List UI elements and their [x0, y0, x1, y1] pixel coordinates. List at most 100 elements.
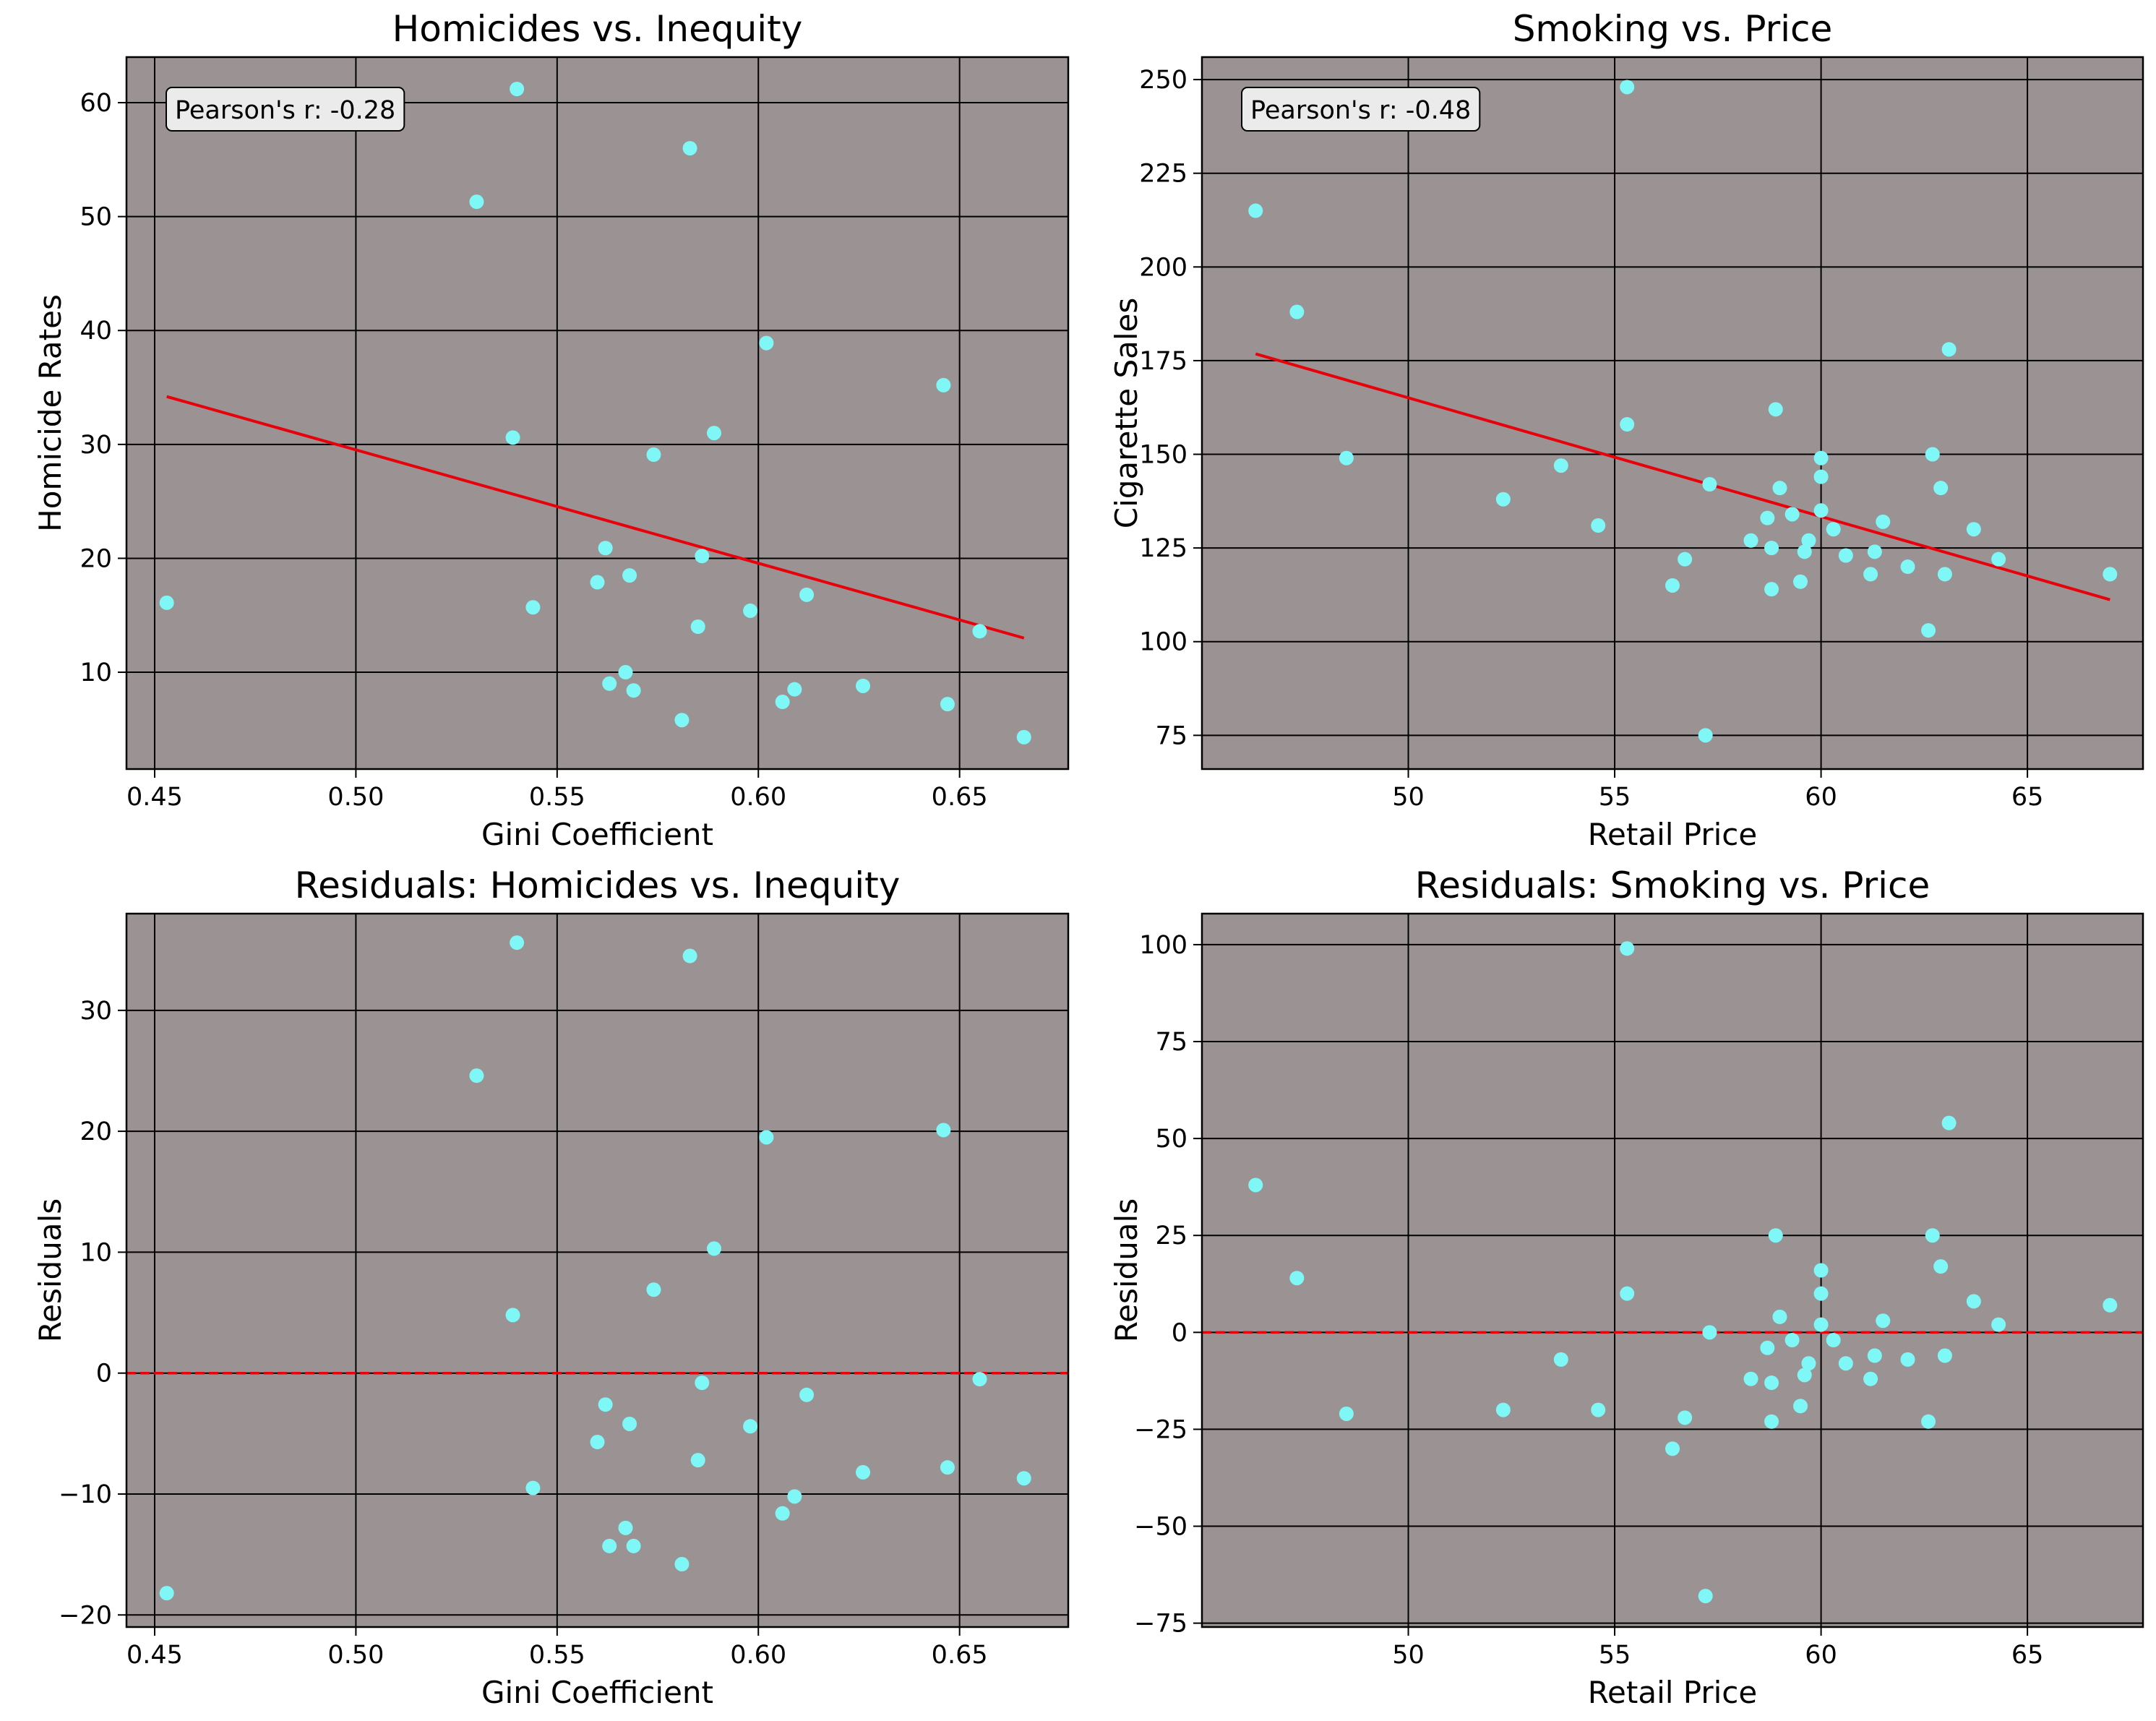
- y-tick-label: 25: [1155, 1222, 1187, 1250]
- scatter-point: [1991, 552, 2006, 567]
- y-tick-label: −10: [59, 1480, 112, 1509]
- panel-p3: 0.45 0.50 0.55 0.60 0.65 −20 −10 0 10 20 30 Residua…: [33, 864, 1070, 1710]
- axes-frame: [125, 56, 1070, 771]
- scatter-point: [1826, 522, 1841, 537]
- scatter-point: [159, 595, 174, 610]
- scatter-point: [1925, 447, 1940, 462]
- scatter-point: [1495, 1402, 1511, 1417]
- x-tick-label: 0.65: [932, 783, 988, 812]
- scatter-point: [1760, 510, 1775, 525]
- scatter-point: [1793, 574, 1808, 589]
- scatter-point: [1813, 450, 1829, 465]
- scatter-point: [972, 624, 987, 639]
- scatter-point: [1248, 203, 1263, 218]
- pearson-annotation: Pearson's r: -0.48: [1241, 87, 1481, 132]
- scatter-point: [1921, 1414, 1936, 1429]
- scatter-point: [159, 1586, 174, 1601]
- scatter-point: [1665, 578, 1680, 593]
- scatter-point: [622, 568, 637, 583]
- x-axis-label: Gini Coefficient: [481, 817, 713, 852]
- scatter-point: [1941, 1115, 1957, 1130]
- scatter-point: [525, 1480, 541, 1495]
- scatter-point: [1764, 1375, 1779, 1391]
- scatter-point: [1248, 1177, 1263, 1193]
- scatter-point: [1620, 941, 1635, 956]
- scatter-point: [1941, 342, 1957, 357]
- annotation-text: Pearson's r: -0.48: [1250, 96, 1471, 125]
- scatter-point: [1813, 469, 1829, 484]
- scatter-point: [856, 1464, 871, 1480]
- scatter-point: [1937, 1348, 1952, 1363]
- scatter-point: [1797, 544, 1812, 559]
- scatter-point: [759, 1130, 774, 1145]
- scatter-point: [1966, 522, 1981, 537]
- x-tick-label: 55: [1599, 783, 1631, 812]
- annotation-text: Pearson's r: -0.28: [175, 96, 395, 125]
- scatter-point: [1813, 1317, 1829, 1332]
- scatter-point: [1620, 80, 1635, 95]
- scatter-point: [1921, 623, 1936, 638]
- scatter-point: [799, 1387, 815, 1402]
- scatter-point: [1678, 1410, 1693, 1425]
- y-tick-label: 60: [80, 89, 112, 118]
- plot-area: [126, 914, 1068, 1627]
- scatter-point: [1016, 1471, 1031, 1486]
- scatter-point: [1764, 582, 1779, 597]
- scatter-point: [1900, 1352, 1915, 1367]
- scatter-point: [510, 935, 525, 950]
- scatter-point: [1966, 1294, 1981, 1309]
- y-tick-label: 10: [80, 658, 112, 687]
- y-axis-label: Residuals: [33, 1198, 68, 1342]
- plot-area: [1202, 57, 2143, 769]
- x-tick-label: 65: [2011, 1641, 2044, 1670]
- y-tick-label: −75: [1134, 1610, 1187, 1639]
- pearson-annotation: Pearson's r: -0.28: [166, 87, 405, 132]
- x-axis-label: Gini Coefficient: [481, 1675, 713, 1710]
- scatter-point: [706, 1241, 721, 1256]
- scatter-point: [622, 1416, 637, 1431]
- y-tick-label: 0: [1172, 1318, 1187, 1347]
- y-tick-label: 225: [1139, 160, 1187, 189]
- y-tick-label: 30: [80, 997, 112, 1026]
- y-tick-label: −25: [1134, 1415, 1187, 1444]
- scatter-point: [1813, 1263, 1829, 1278]
- y-tick-label: 40: [80, 317, 112, 346]
- x-tick-label: 0.55: [529, 783, 585, 812]
- scatter-point: [1813, 503, 1829, 518]
- scatter-point: [626, 1538, 641, 1553]
- y-tick-label: 75: [1155, 1028, 1187, 1057]
- y-tick-label: −50: [1134, 1513, 1187, 1542]
- scatter-point: [602, 676, 617, 691]
- scatter-points: [159, 935, 1031, 1601]
- scatter-point: [1678, 552, 1693, 567]
- scatter-point: [1768, 1228, 1783, 1243]
- y-tick-label: 20: [80, 544, 112, 573]
- scatter-point: [1591, 1402, 1606, 1417]
- scatter-point: [1801, 533, 1816, 548]
- chart-title: Homicides vs. Inequity: [392, 8, 803, 50]
- scatter-point: [775, 1506, 790, 1521]
- scatter-point: [1289, 304, 1305, 319]
- axes-frame: [1201, 56, 2144, 771]
- x-tick-label: 0.65: [932, 1641, 988, 1670]
- scatter-point: [1620, 417, 1635, 432]
- scatter-point: [775, 695, 790, 710]
- scatter-point: [1553, 458, 1568, 473]
- scatter-point: [598, 1397, 613, 1412]
- scatter-point: [1702, 1325, 1717, 1340]
- scatter-point: [682, 141, 697, 156]
- chart-title: Residuals: Homicides vs. Inequity: [295, 864, 901, 906]
- scatter-point: [1743, 1371, 1758, 1386]
- y-tick-label: 20: [80, 1117, 112, 1146]
- scatter-point: [590, 575, 605, 590]
- scatter-point: [1838, 1356, 1853, 1371]
- y-tick-label: 50: [80, 203, 112, 232]
- scatter-point: [1937, 567, 1952, 582]
- scatter-point: [759, 335, 774, 351]
- scatter-point: [1016, 729, 1031, 744]
- x-tick-label: 50: [1392, 783, 1425, 812]
- scatter-point: [743, 603, 758, 618]
- scatter-point: [1768, 402, 1783, 417]
- scatter-points: [1248, 941, 2118, 1604]
